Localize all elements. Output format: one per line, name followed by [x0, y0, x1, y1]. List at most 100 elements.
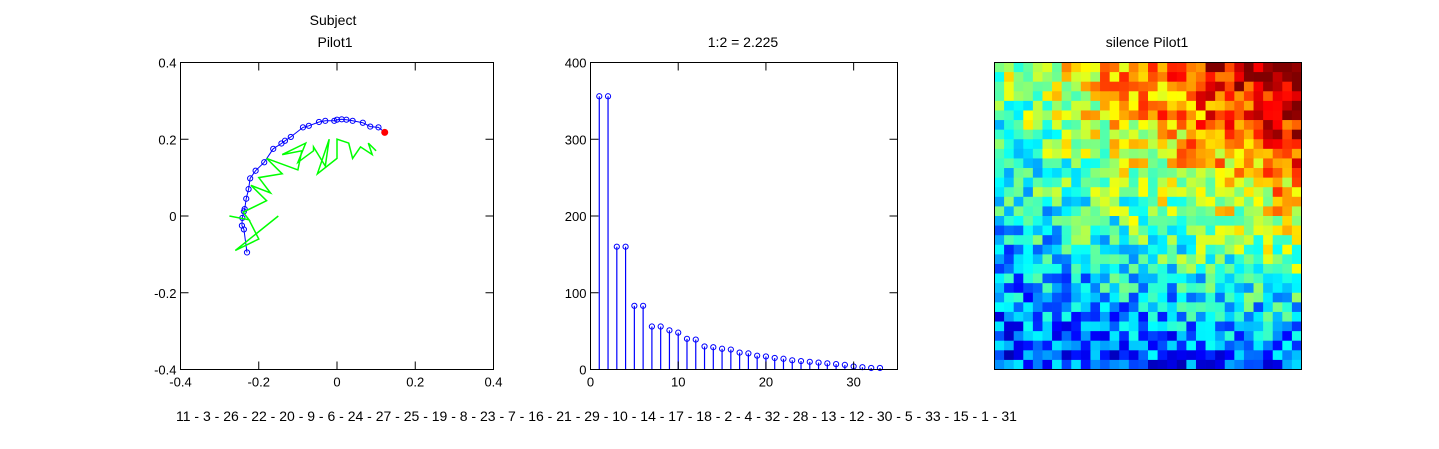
- heatmap-cell: [1061, 263, 1072, 274]
- heatmap-cell: [1119, 235, 1130, 246]
- heatmap-cell: [1013, 148, 1024, 159]
- heatmap-cell: [994, 216, 1005, 226]
- heatmap-cell: [1215, 302, 1226, 313]
- heatmap-cell: [1263, 311, 1274, 322]
- heatmap-cell: [1109, 225, 1120, 236]
- stem-marker: [631, 302, 638, 309]
- heatmap-cell: [1032, 263, 1043, 274]
- heatmap-cell: [1186, 139, 1197, 150]
- heatmap-cell: [1176, 235, 1187, 246]
- heatmap-cell: [1042, 148, 1053, 159]
- heatmap-cell: [1080, 283, 1091, 294]
- heatmap-cell: [1205, 187, 1216, 198]
- heatmap-cell: [1052, 139, 1063, 150]
- heatmap-cell: [1282, 302, 1293, 313]
- heatmap-cell: [1138, 292, 1149, 303]
- heatmap-cell: [1234, 235, 1245, 246]
- heatmap-cell: [1186, 129, 1197, 140]
- trajectory-ticks: -0.4 -0.2 0 0.2 0.4 -0.4 -0.2 0 0.2 0.4: [154, 56, 502, 390]
- heatmap-title: silence Pilot1: [1106, 34, 1189, 50]
- heatmap-cell: [1090, 62, 1101, 73]
- heatmap-cell: [1004, 177, 1015, 188]
- heatmap-cell: [1167, 148, 1178, 159]
- heatmap-cell: [1215, 120, 1226, 131]
- heatmap-cell: [1004, 120, 1015, 131]
- heatmap-cell: [1052, 110, 1063, 121]
- heatmap-cell: [1042, 283, 1053, 294]
- heatmap-cell: [1272, 168, 1283, 179]
- heatmap-cell: [1205, 331, 1216, 342]
- heatmap-cell: [1023, 311, 1034, 322]
- heatmap-cell: [1157, 216, 1168, 226]
- eigenvalue-ytick-label: 0: [579, 363, 586, 378]
- heatmap-cell: [1128, 273, 1139, 284]
- heatmap-cell: [1023, 62, 1034, 73]
- heatmap-cell: [1109, 100, 1120, 111]
- heatmap-cell: [1071, 311, 1082, 322]
- heatmap-cell: [1224, 292, 1235, 303]
- heatmap-cell: [1032, 91, 1043, 102]
- heatmap-cell: [1071, 120, 1082, 131]
- stem-marker: [815, 359, 822, 366]
- stem-marker: [701, 343, 708, 350]
- heatmap-cell: [1215, 168, 1226, 179]
- heatmap-cell: [1215, 158, 1226, 169]
- heatmap-cell: [1023, 120, 1034, 131]
- heatmap-cell: [1272, 129, 1283, 140]
- heatmap-cell: [1167, 158, 1178, 169]
- heatmap-cell: [1061, 187, 1072, 198]
- heatmap-cell: [1291, 350, 1302, 361]
- heatmap-cell: [1186, 81, 1197, 92]
- heatmap-cell: [1167, 206, 1178, 217]
- heatmap-panel: silence Pilot1: [994, 34, 1302, 370]
- heatmap-cell: [1253, 91, 1264, 102]
- heatmap-cell: [1023, 350, 1034, 361]
- heatmap-cell: [1013, 120, 1024, 131]
- heatmap-cell: [1205, 302, 1216, 313]
- heatmap-cell: [1224, 254, 1235, 265]
- heatmap-cell: [994, 129, 1005, 140]
- heatmap-cell: [1157, 331, 1168, 342]
- heatmap-cell: [1090, 292, 1101, 303]
- heatmap-cell: [1023, 321, 1034, 332]
- heatmap-cell: [1243, 254, 1254, 265]
- stem-marker: [841, 361, 848, 368]
- heatmap-cell: [1080, 273, 1091, 284]
- heatmap-cell: [1282, 91, 1293, 102]
- heatmap-cell: [1013, 206, 1024, 217]
- heatmap-cell: [1013, 292, 1024, 303]
- heatmap-cell: [1205, 216, 1216, 226]
- heatmap-cell: [1023, 110, 1034, 121]
- heatmap-cell: [1119, 359, 1130, 370]
- heatmap-cell: [1032, 62, 1043, 73]
- heatmap-cell: [1205, 244, 1216, 255]
- heatmap-cell: [1052, 120, 1063, 131]
- heatmap-cell: [1071, 148, 1082, 159]
- heatmap-cell: [1186, 263, 1197, 274]
- heatmap-cell: [994, 91, 1005, 102]
- heatmap-cell: [1061, 62, 1072, 73]
- heatmap-cell: [1109, 148, 1120, 159]
- heatmap-cell: [1023, 263, 1034, 274]
- heatmap-cell: [1148, 177, 1158, 188]
- heatmap-cell: [1195, 273, 1206, 284]
- heatmap-cell: [994, 158, 1005, 169]
- heatmap-cell: [1215, 350, 1226, 361]
- heatmap-cell: [1071, 91, 1082, 102]
- heatmap-cell: [1052, 350, 1063, 361]
- heatmap-cell: [1004, 196, 1015, 207]
- heatmap-cell: [1176, 350, 1187, 361]
- heatmap-cell: [1215, 148, 1226, 159]
- heatmap-cell: [1253, 62, 1264, 73]
- heatmap-cell: [1071, 350, 1082, 361]
- heatmap-cell: [1100, 196, 1111, 207]
- heatmap-cell: [1042, 321, 1053, 332]
- heatmap-cell: [1032, 340, 1043, 351]
- heatmap-cell: [1205, 292, 1216, 303]
- heatmap-cell: [1013, 244, 1024, 255]
- heatmap-cell: [1148, 321, 1158, 332]
- trajectory-point: [247, 175, 254, 182]
- heatmap-cells: [994, 62, 1302, 370]
- heatmap-cell: [1205, 283, 1216, 294]
- heatmap-cell: [1100, 158, 1111, 169]
